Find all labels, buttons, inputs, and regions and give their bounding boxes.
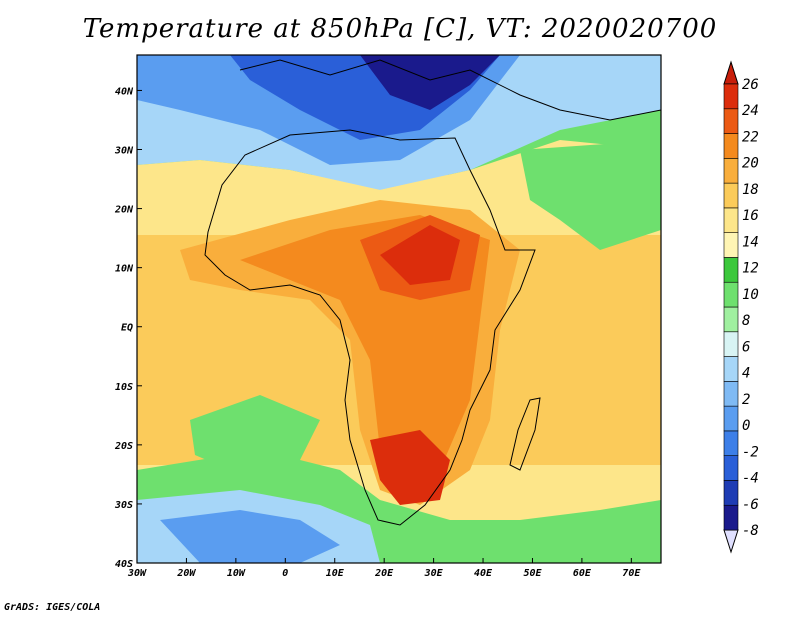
colorbar-swatch [723,207,739,233]
y-tick-label: EQ [121,323,133,334]
x-tick-labels: 30W 20W 10W 0 10E 20E 30E 40E 50E 60E 70E [127,558,641,579]
y-tick-label: 40S [115,559,133,570]
colorbar-label: 24 [742,103,759,119]
colorbar-label: 22 [742,129,759,145]
colorbar-label: 0 [742,418,750,434]
y-tick-label: 10N [115,264,134,275]
temperature-field [137,55,661,563]
x-tick-label: 10W [227,568,246,579]
colorbar-label: -2 [742,444,759,460]
colorbar-label: 16 [742,208,759,224]
x-tick-label: 50E [523,568,542,579]
y-tick-label: 30N [114,146,134,157]
x-tick-label: 30W [127,568,147,579]
colorbar-label: 10 [742,287,759,303]
colorbar-label: 4 [742,366,750,382]
colorbar-swatch [723,480,739,506]
colorbar-swatch [723,455,739,481]
x-tick-label: 0 [282,568,288,579]
europe-coastline [239,59,662,121]
colorbar-label: 18 [742,182,759,198]
y-tick-label: 20N [114,205,134,216]
y-tick-label: 40N [115,86,134,97]
colorbar-swatch [723,133,739,159]
chart-title: Temperature at 850hPa [C], VT: 202002070… [82,14,718,44]
x-tick-label: 20W [176,568,196,579]
x-tick-label: 60E [573,568,592,579]
colorbar-swatch [723,331,739,357]
colorbar-swatch [723,306,739,333]
colorbar-swatch [723,232,739,258]
madagascar-coastline [509,397,541,471]
colorbar-label: -8 [742,523,759,539]
colorbar-swatch [723,83,739,110]
map-frame [136,54,662,564]
x-tick-label: 40E [474,568,493,579]
x-tick-label: 70E [622,568,641,579]
colorbar-label: 26 [742,77,759,93]
colorbar-swatch [723,281,739,308]
colorbar-label: 8 [742,313,750,329]
colorbar-label: 6 [742,339,750,355]
colorbar-swatch [723,430,739,456]
colorbar-label: 2 [742,392,750,408]
colorbar-swatch [723,405,739,432]
africa-coastline [204,129,536,526]
y-tick-label: 10S [115,382,133,393]
x-tick-label: 10E [326,568,345,579]
colorbar-swatch [723,158,739,184]
y-tick-labels: 40S 30S 20S 10S EQ 10N 20N 30N 40N [114,86,142,570]
colorbar-swatch [723,356,739,382]
colorbar-swatch [723,381,739,407]
colorbar-high-cap [723,60,739,85]
x-tick-label: 30E [424,568,444,579]
y-tick-label: 20S [114,441,133,452]
y-tick-label: 30S [114,500,133,511]
footer-credit: GrADS: IGES/COLA [4,602,101,613]
colorbar-label: -6 [742,497,759,513]
colorbar-label: -4 [742,471,759,487]
colorbar-swatch [723,108,739,134]
x-tick-label: 20E [374,568,394,579]
colorbar-low-cap [723,529,739,554]
colorbar-swatch [723,504,739,531]
colorbar-swatch [723,257,739,283]
colorbar-label: 14 [742,234,759,250]
colorbar-swatch [723,182,739,209]
colorbar-label: 12 [742,261,759,277]
colorbar-label: 20 [742,156,759,172]
